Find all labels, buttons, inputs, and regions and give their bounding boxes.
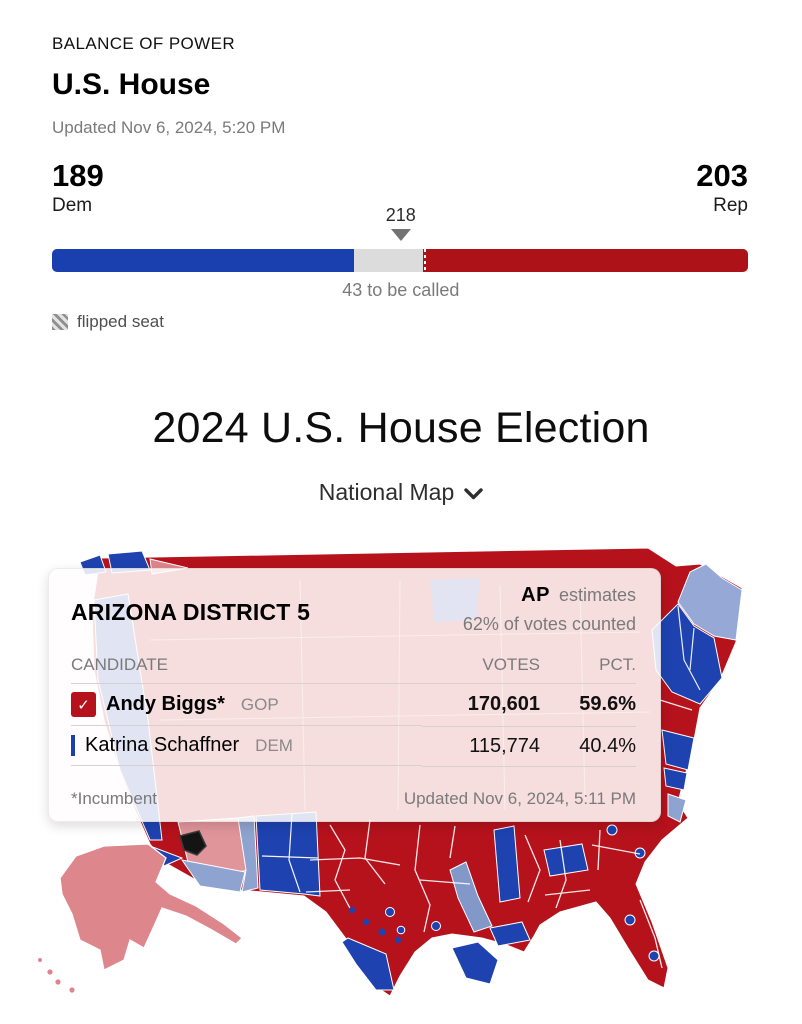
ap-logo-text: AP xyxy=(521,584,550,606)
carolina-dem-1[interactable] xyxy=(606,824,618,836)
dem-bar-segment xyxy=(52,249,355,273)
district-tooltip: ARIZONA DISTRICT 5 AP estimates 62% of v… xyxy=(48,568,661,822)
rep-label: Rep xyxy=(713,194,748,216)
col-pct: PCT. xyxy=(540,649,636,684)
ms-river-leaning[interactable] xyxy=(449,861,493,933)
southern-district-lines xyxy=(305,819,663,969)
candidate-votes: 115,774 xyxy=(422,726,540,767)
nola-dem[interactable] xyxy=(489,921,531,947)
hawaii-island-4[interactable] xyxy=(394,936,402,944)
md-dem[interactable] xyxy=(663,767,688,791)
candidate-name: Andy Biggs* xyxy=(106,693,225,715)
nj-dem[interactable] xyxy=(661,729,695,771)
tx-sa-dem[interactable] xyxy=(396,925,406,935)
candidate-party: DEM xyxy=(255,735,293,755)
ne-district-lines xyxy=(659,605,701,711)
map-view-selector[interactable]: National Map xyxy=(0,479,802,506)
new-england-dem[interactable] xyxy=(651,603,723,705)
balance-of-power-section: BALANCE OF POWER U.S. House Updated Nov … xyxy=(0,0,802,138)
flipped-seat-legend: flipped seat xyxy=(52,312,802,332)
rep-seat-count: 203 xyxy=(696,158,748,193)
dem-label: Dem xyxy=(52,194,93,216)
chevron-down-icon[interactable] xyxy=(464,488,483,500)
balance-of-power-kicker: BALANCE OF POWER xyxy=(52,34,236,53)
tx-austin-dem[interactable] xyxy=(385,907,395,917)
hawaii-island-3[interactable] xyxy=(378,928,386,936)
fl-miami-dem[interactable] xyxy=(648,950,660,962)
balance-bar-area: 189 Dem 203 Rep 218 43 to be called xyxy=(52,158,748,300)
party-color-bar xyxy=(71,735,75,756)
candidate-party: GOP xyxy=(240,694,279,714)
candidate-name: Katrina Schaffner xyxy=(85,734,240,756)
candidate-row: ✓ Andy Biggs* GOP 170,601 59.6% xyxy=(71,683,636,727)
uncalled-bar-segment xyxy=(354,249,424,273)
ms-delta-dem[interactable] xyxy=(493,825,521,903)
candidate-pct: 59.6% xyxy=(540,683,636,727)
tooltip-updated-timestamp: Updated Nov 6, 2024, 5:11 PM xyxy=(403,788,636,808)
aleutian-island-3 xyxy=(69,987,75,993)
hawaii-island-2[interactable] xyxy=(362,918,370,926)
incumbent-note: *Incumbent xyxy=(71,788,157,808)
fl-orlando-dem[interactable] xyxy=(624,914,636,926)
map-view-label[interactable]: National Map xyxy=(318,479,455,506)
majority-triangle-icon xyxy=(390,229,411,242)
balance-bar xyxy=(52,249,748,273)
aleutian-island-4 xyxy=(38,958,42,962)
hawaii-big-island[interactable] xyxy=(451,941,499,985)
election-title: 2024 U.S. House Election xyxy=(152,404,650,453)
to-be-called-label: 43 to be called xyxy=(342,280,460,301)
maine-leading-dem[interactable] xyxy=(677,563,743,641)
nm-dem[interactable] xyxy=(255,811,321,897)
flipped-seat-divider xyxy=(424,249,427,273)
dem-seat-count: 189 xyxy=(52,158,104,193)
district-name: ARIZONA DISTRICT 5 xyxy=(71,599,311,625)
bop-updated-timestamp: Updated Nov 6, 2024, 5:20 PM xyxy=(52,118,286,137)
al-ga-dem[interactable] xyxy=(543,843,589,877)
ap-logo: AP xyxy=(521,585,550,606)
nm-district-lines xyxy=(261,813,319,893)
selected-district-az5[interactable] xyxy=(179,830,207,856)
majority-number: 218 xyxy=(385,205,416,226)
tx-houston-dem[interactable] xyxy=(431,921,441,931)
col-candidate: CANDIDATE xyxy=(71,649,422,684)
balance-bar-wrap: 218 43 to be called xyxy=(52,205,748,300)
dem-stat: 189 Dem xyxy=(52,158,104,216)
results-table: CANDIDATE VOTES PCT. ✓ Andy Biggs* GOP 1… xyxy=(71,649,636,767)
aleutian-island-2 xyxy=(55,979,61,985)
flipped-seat-swatch-icon xyxy=(52,314,68,331)
flipped-seat-label: flipped seat xyxy=(77,312,164,332)
votes-counted-label: 62% of votes counted xyxy=(462,614,636,634)
az-leading-dem[interactable] xyxy=(180,859,246,893)
map-stage: ARIZONA DISTRICT 5 AP estimates 62% of v… xyxy=(0,540,802,1010)
va-leading-dem[interactable] xyxy=(667,793,687,823)
estimates-label: estimates xyxy=(558,585,636,605)
hawaii-island-1[interactable] xyxy=(348,906,356,914)
aleutian-island-1 xyxy=(47,969,53,975)
candidate-votes: 170,601 xyxy=(422,683,540,727)
chamber-title: U.S. House xyxy=(52,68,211,101)
rep-bar-segment xyxy=(423,249,748,273)
winner-check-icon: ✓ xyxy=(71,692,96,717)
south-tx-dem[interactable] xyxy=(341,937,395,991)
rep-stat: 203 Rep xyxy=(696,158,748,216)
candidate-row: Katrina Schaffner DEM 115,774 40.4% xyxy=(71,726,636,767)
alaska-leading-rep[interactable] xyxy=(59,843,243,971)
col-votes: VOTES xyxy=(422,649,540,684)
candidate-pct: 40.4% xyxy=(540,726,636,767)
majority-marker: 218 xyxy=(385,205,416,242)
